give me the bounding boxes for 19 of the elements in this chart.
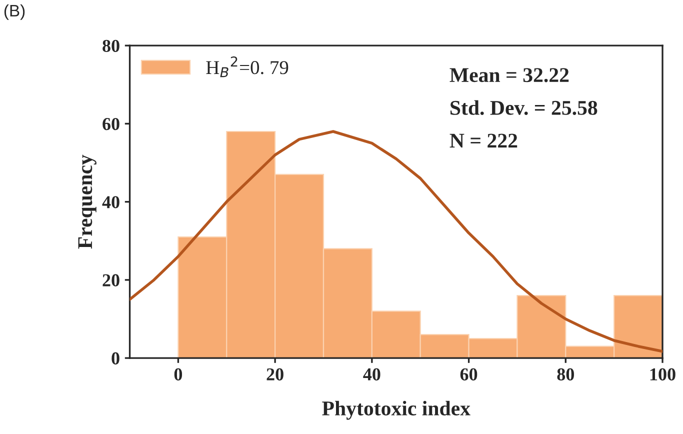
line-series (130, 130, 663, 353)
y-tick-label: 0 (112, 352, 120, 364)
annotation: Mean = 32.22 (450, 68, 569, 82)
x-axis-title: Phytotoxic index (322, 400, 470, 420)
x-tick-label: 60 (460, 368, 478, 380)
annotation: Std. Dev. = 25.58 (450, 100, 598, 116)
x-tick-label: 80 (557, 368, 574, 380)
text: (B) (4, 4, 25, 20)
y-axis-title: Frequency (78, 154, 96, 249)
x-tick-label: 40 (363, 368, 380, 380)
y-tick-label: 40 (102, 196, 120, 208)
annotation: N = 222 (450, 134, 518, 148)
y-tick-label: 60 (102, 118, 120, 130)
x-tick-label: 100 (650, 368, 676, 380)
x-tick-label: 0 (174, 368, 182, 380)
y-tick-label: 80 (102, 40, 120, 52)
legend-label: H$_{B}$$^{2}$=0. 79 (206, 56, 288, 78)
x-tick-label: 20 (266, 368, 284, 380)
y-tick-label: 20 (102, 274, 120, 286)
